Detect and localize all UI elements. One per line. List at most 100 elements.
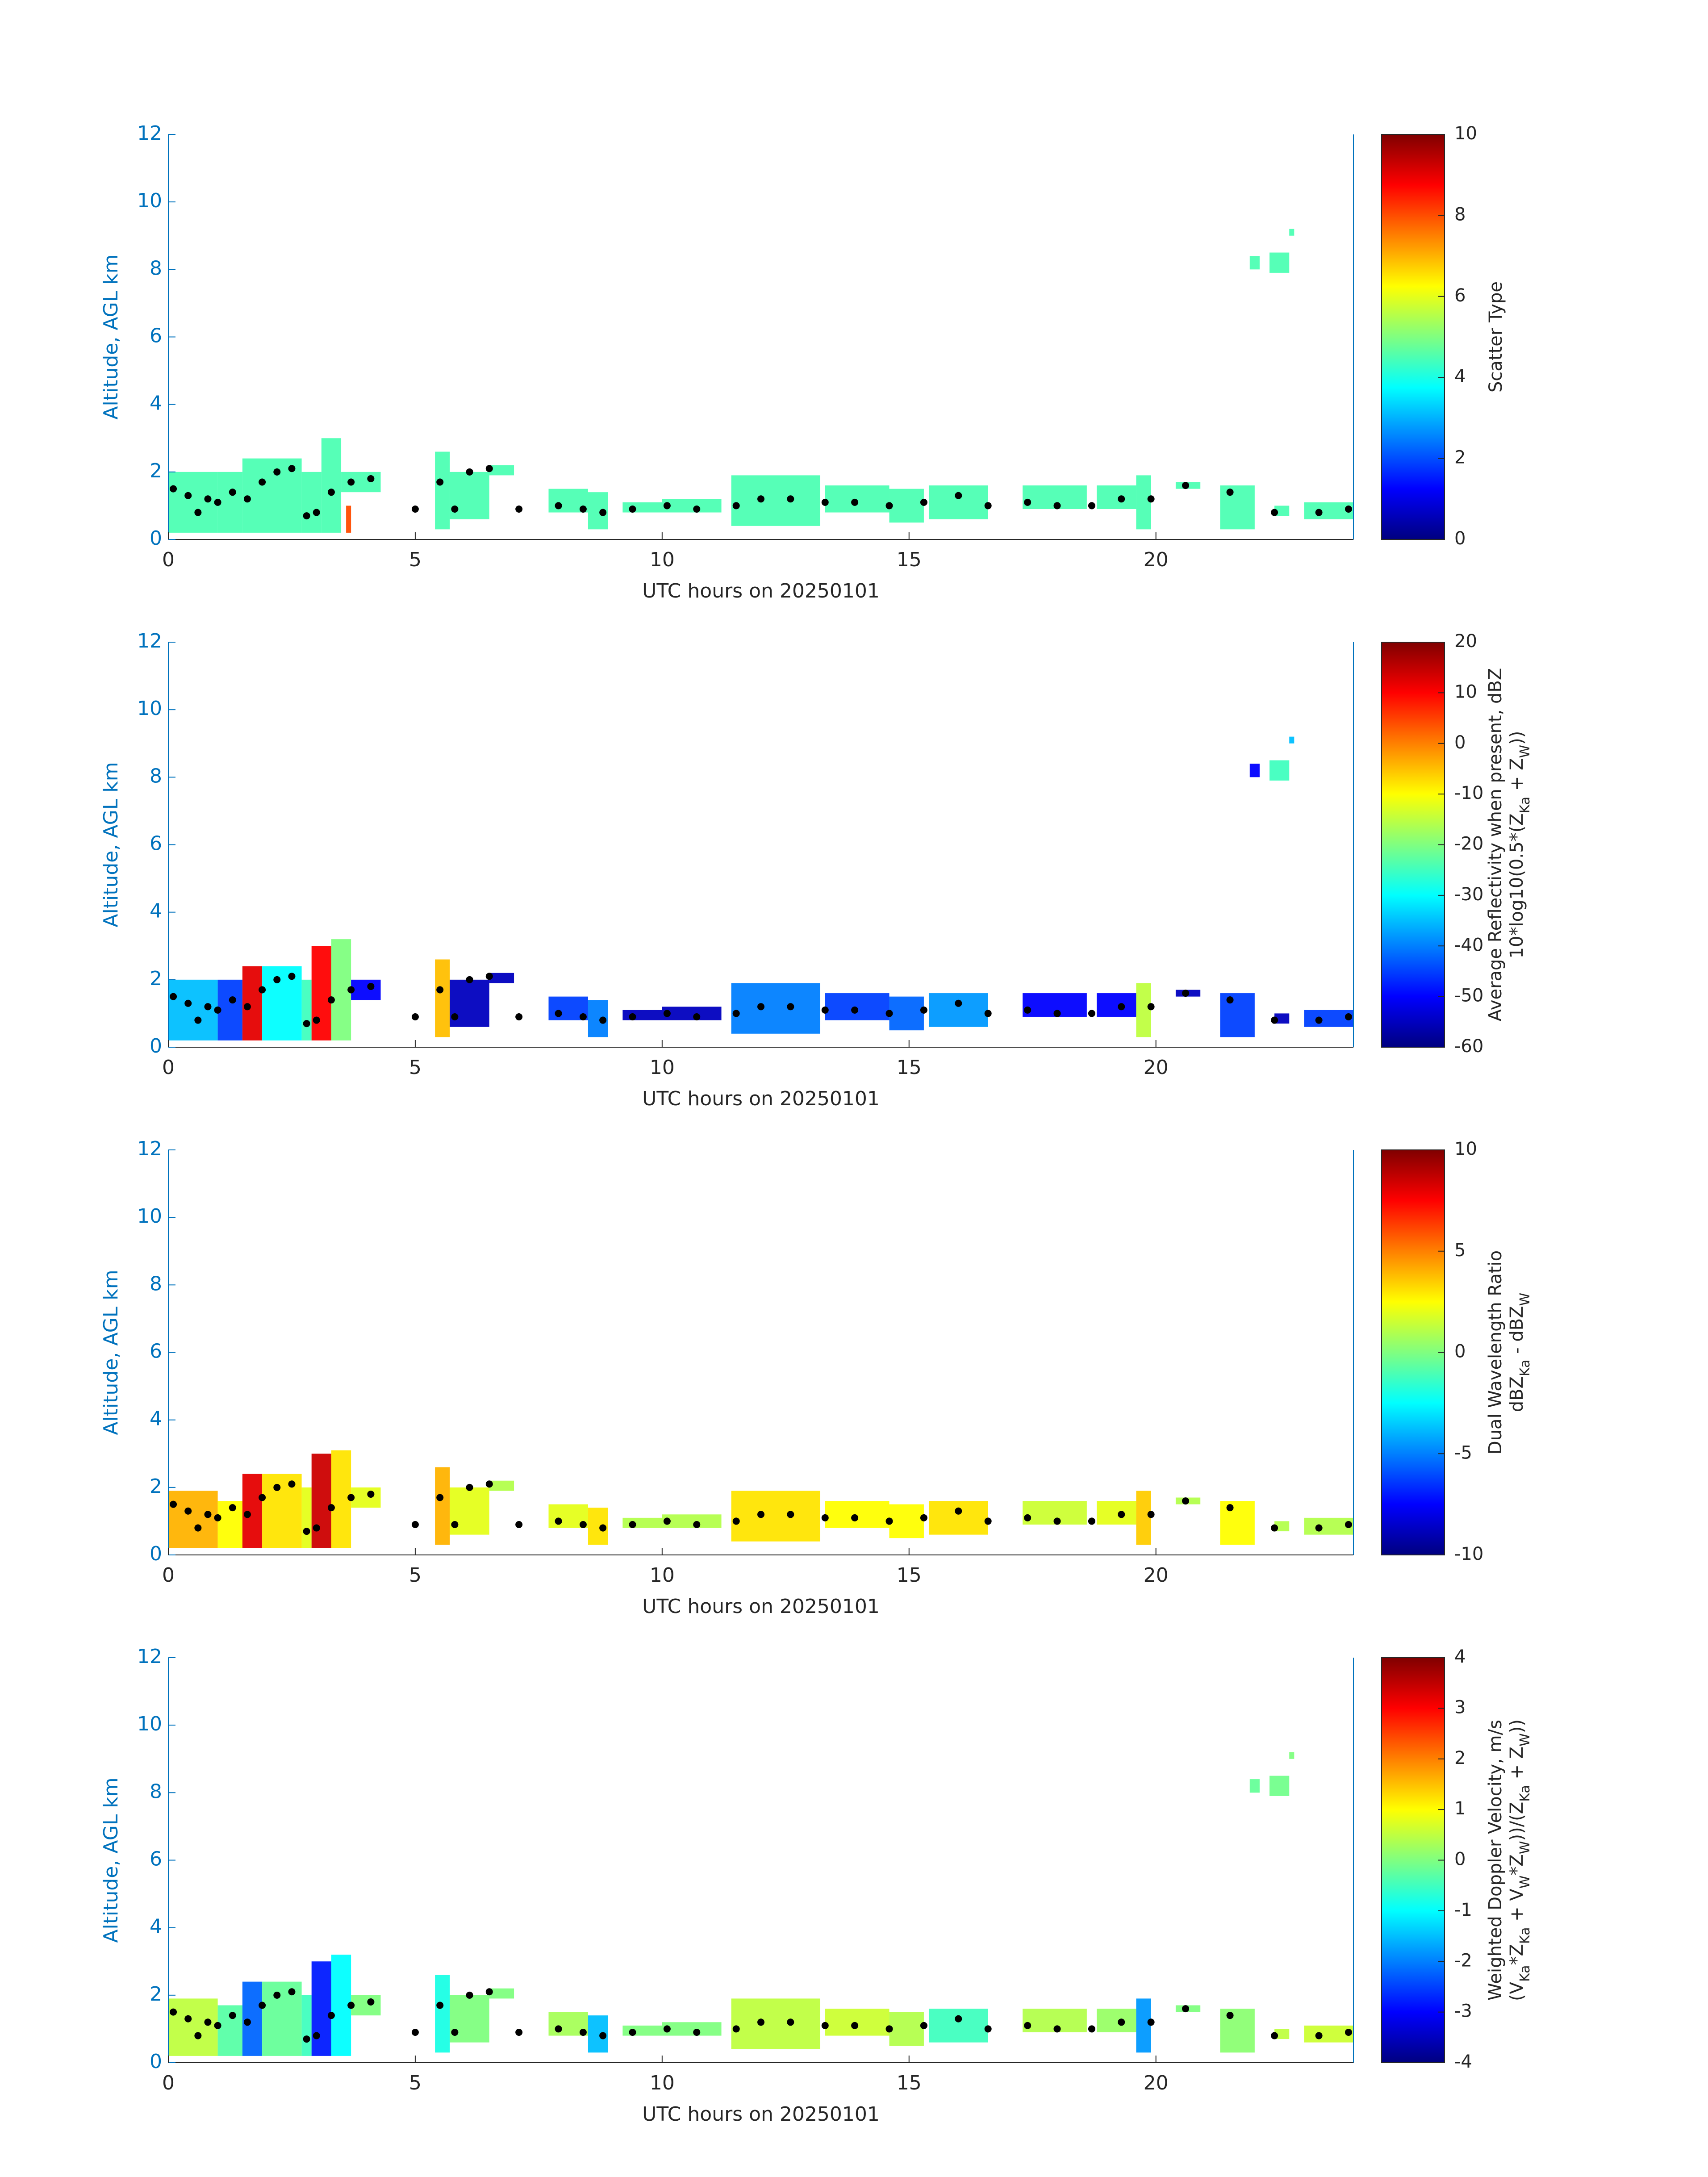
cloud-base-point [732,502,740,510]
echo-cell [825,485,889,513]
echo-cell [1220,485,1255,530]
echo-cell [311,1961,331,2056]
label-text: Weighted Doppler Velocity, m/s [1485,1720,1506,2001]
cloud-base-point [367,475,375,482]
cloud-base-point [663,1010,671,1017]
y-tick-label: 6 [150,1848,162,1871]
x-tick-label: 10 [650,2072,675,2094]
y-tick-label: 10 [137,1205,162,1228]
echo-cell [321,438,342,533]
cloud-base-point [273,1483,281,1491]
cloud-base-point [599,2032,607,2039]
cloud-base-point [1147,1003,1155,1011]
echo-cell [1136,1491,1151,1545]
colorbar-tick-label: 10 [1454,1139,1477,1159]
echo-cell [662,1007,722,1020]
echo-cell [301,1487,312,1548]
cloud-base-point [347,2002,355,2009]
label-text: *Z [1507,1854,1527,1875]
colorbar-tick-label: -40 [1454,935,1483,955]
y-tick-label: 6 [150,1340,162,1363]
cloud-base-point [851,2022,859,2029]
cloud-base-point [1088,502,1095,510]
colorbar-tick-label: -10 [1454,783,1483,803]
cloud-base-point [555,502,562,510]
cloud-base-point [693,1521,701,1528]
echo-cell [1096,485,1136,509]
cloud-base-point [1024,498,1031,506]
x-tick-label: 0 [162,548,175,571]
echo-cell [435,1975,450,2053]
x-tick-label: 0 [162,1056,175,1079]
cloud-base-point [787,495,794,503]
echo-cell [301,1995,312,2056]
echo-cell [1270,760,1290,781]
cloud-base-point [1271,1016,1278,1024]
colorbar [1381,642,1445,1048]
cloud-base-point [1024,1514,1031,1521]
cloud-base-point [451,2028,459,2036]
echo-cell [1274,506,1290,516]
cloud-base-point [466,1991,473,1999]
colorbar-tick-label: 6 [1454,285,1466,306]
cloud-base-point [920,498,927,506]
echo-cell [1270,252,1290,273]
x-tick-label: 10 [650,1564,675,1587]
cloud-base-point [984,2025,992,2033]
cloud-base-point [1271,509,1278,516]
echo-cell [262,1981,302,2056]
cloud-base-point [273,468,281,476]
cloud-base-point [732,2025,740,2033]
cloud-base-point [579,1521,587,1528]
subscript: W [1517,1876,1533,1889]
y-tick-label: 2 [150,1983,162,2006]
echo-cell [928,2009,988,2043]
cloud-base-point [466,976,473,983]
echo-cell [242,966,263,1040]
cloud-base-point [1182,1497,1190,1505]
cloud-base-point [1147,2018,1155,2026]
subscript: W [1517,1293,1533,1306]
cloud-base-point [757,1511,764,1518]
x-tick-label: 5 [409,548,422,571]
colorbar-tick-label: -10 [1454,1544,1483,1564]
cloud-base-point [288,465,296,472]
cloud-base-point [1345,505,1352,513]
x-tick-label: 5 [409,1564,422,1587]
cloud-base-point [885,1517,893,1525]
echo-cell [731,1998,820,2049]
y-tick-label: 10 [137,697,162,720]
cloud-base-point [436,1494,444,1501]
cloud-base-point [515,1521,523,1528]
cloud-base-point [1147,1511,1155,1518]
cloud-base-point [243,2018,251,2026]
cloud-base-point [273,976,281,983]
y-tick-label: 4 [150,900,162,923]
label-text: (V [1507,1981,1527,2001]
x-tick-label: 15 [897,548,922,571]
cloud-base-point [170,1500,177,1508]
x-axis-label: UTC hours on 20250101 [642,1595,880,1618]
cloud-base-point [184,999,192,1007]
cloud-base-point [757,495,764,503]
colorbar-tick-label: -50 [1454,986,1483,1006]
cloud-base-point [303,2035,310,2043]
cloud-base-point [411,505,419,513]
echo-cell [1304,2025,1353,2043]
cloud-base-point [436,478,444,486]
cloud-base-point [485,465,493,472]
cloud-base-point [1053,2025,1061,2033]
cloud-base-point [984,502,992,510]
cloud-base-point [367,982,375,990]
colorbar-tick-label: 3 [1454,1697,1466,1717]
echo-cell [622,1010,662,1020]
label-text: + V [1507,1889,1527,1927]
cloud-base-point [693,505,701,513]
cloud-base-point [485,1480,493,1488]
echo-cell [662,499,722,513]
echo-cell [1304,502,1353,519]
cloud-base-point [555,1010,562,1017]
label-text: )) [1507,731,1527,745]
cloud-base-point [1226,2012,1234,2019]
cloud-base-point [451,1013,459,1020]
